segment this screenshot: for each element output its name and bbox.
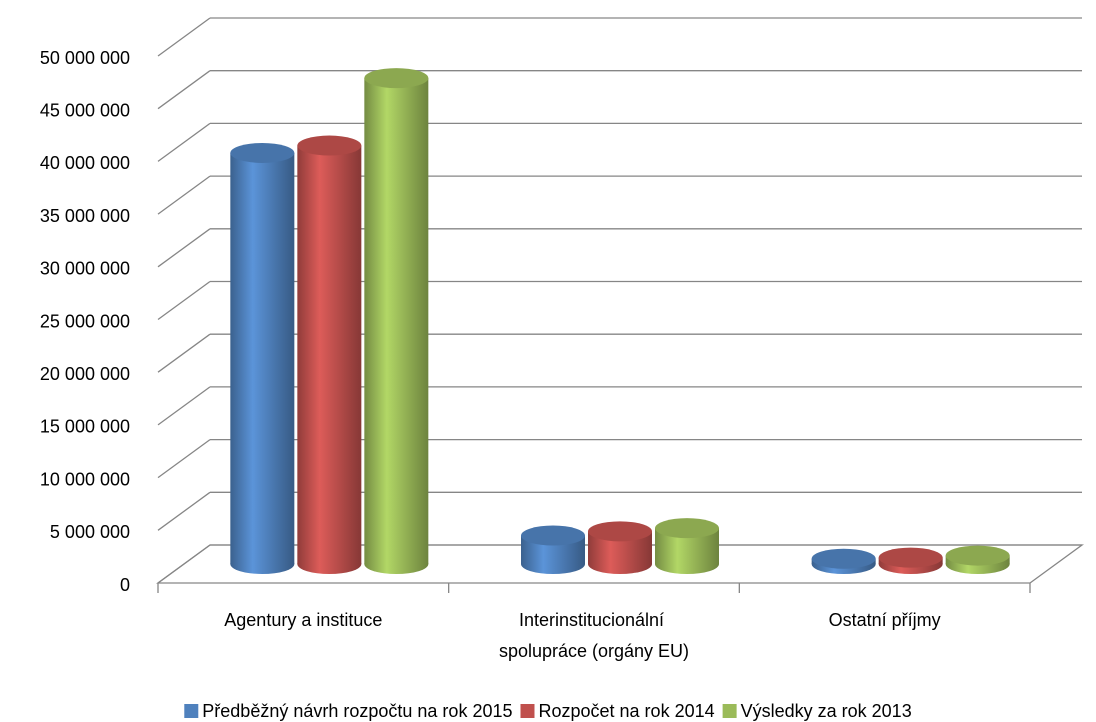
- wall-line: [157, 280, 211, 321]
- wall-line: [157, 228, 211, 268]
- x-tick-label: Interinstitucionální spolupráce (orgány …: [499, 610, 689, 661]
- y-tick-label: 40 000 000: [40, 153, 130, 173]
- wall-line: [157, 333, 211, 373]
- bar-top: [230, 142, 295, 163]
- bar-top: [588, 521, 652, 542]
- wall-line: [157, 122, 211, 162]
- bar-top: [521, 525, 585, 546]
- y-tick-label: 10 000 000: [40, 469, 130, 489]
- bar-top: [655, 518, 719, 539]
- wall-line: [157, 491, 211, 531]
- y-tick-label: 45 000 000: [40, 100, 130, 120]
- bar: [230, 152, 295, 564]
- y-tick-label: 15 000 000: [40, 417, 130, 437]
- legend-label: Rozpočet na rok 2014: [538, 701, 714, 721]
- legend-label: Předběžný návrh rozpočtu na rok 2015: [202, 701, 512, 721]
- wall-line: [157, 386, 211, 426]
- legend-swatch: [722, 704, 737, 718]
- bar-top: [878, 547, 943, 568]
- legend-swatch: [184, 704, 199, 718]
- bar: [364, 78, 429, 564]
- y-tick-label: 35 000 000: [40, 206, 130, 226]
- legend-label: Výsledky za rok 2013: [741, 701, 912, 721]
- x-tick-label: Ostatní příjmy: [829, 610, 941, 630]
- y-tick-label: 5 000 000: [50, 522, 130, 542]
- bar-top: [364, 68, 429, 89]
- legend-swatch: [520, 704, 535, 718]
- wall-line: [157, 70, 211, 110]
- bar-top: [811, 548, 876, 569]
- wall-line: [157, 544, 211, 584]
- y-tick-label: 50 000 000: [40, 48, 130, 68]
- x-tick-label: Agentury a instituce: [224, 610, 382, 630]
- y-tick-label: 25 000 000: [40, 311, 130, 331]
- y-tick-label: 0: [120, 575, 130, 595]
- legend: Předběžný návrh rozpočtu na rok 2015 Rozp…: [184, 701, 912, 721]
- y-tick-label: 30 000 000: [40, 259, 130, 279]
- y-tick-label: 20 000 000: [40, 364, 130, 384]
- bar-top: [945, 545, 1010, 566]
- wall-line: [157, 17, 211, 57]
- wall-line: [157, 439, 211, 479]
- bar: [297, 145, 362, 564]
- bar-top: [297, 135, 362, 156]
- wall-line: [157, 175, 211, 215]
